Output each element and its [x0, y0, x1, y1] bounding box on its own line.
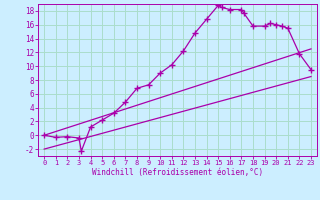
X-axis label: Windchill (Refroidissement éolien,°C): Windchill (Refroidissement éolien,°C) — [92, 168, 263, 177]
